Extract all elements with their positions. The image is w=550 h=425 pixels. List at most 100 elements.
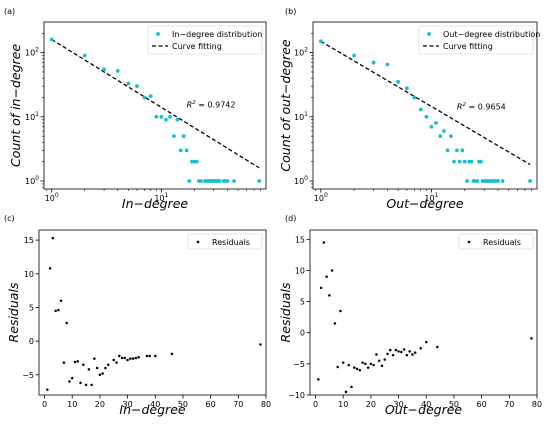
data-point bbox=[380, 364, 384, 367]
y-tick-label: 15 bbox=[295, 235, 305, 244]
data-point bbox=[408, 350, 411, 353]
data-point bbox=[118, 354, 121, 358]
data-point bbox=[126, 358, 129, 362]
x-tick-label: 30 bbox=[122, 400, 132, 409]
data-point bbox=[90, 383, 93, 387]
data-point bbox=[462, 159, 467, 164]
data-point bbox=[530, 337, 533, 340]
data-point bbox=[184, 148, 189, 153]
data-point bbox=[123, 356, 127, 360]
legend-box bbox=[187, 233, 263, 250]
data-point bbox=[73, 360, 77, 364]
data-point bbox=[469, 159, 474, 164]
data-point bbox=[394, 348, 398, 352]
data-point bbox=[412, 95, 417, 100]
legend-entry-label: Residuals bbox=[212, 238, 250, 247]
y-tick-label: 5 bbox=[29, 303, 34, 312]
data-point bbox=[70, 376, 74, 380]
data-point bbox=[397, 350, 400, 353]
data-point bbox=[217, 179, 222, 183]
data-point bbox=[364, 362, 367, 366]
y-tick-label: 10 bbox=[295, 266, 305, 275]
data-point bbox=[106, 363, 110, 366]
legend-entry-label: Out−degree distribution bbox=[443, 30, 540, 39]
data-point bbox=[135, 84, 139, 89]
data-point bbox=[330, 269, 334, 272]
data-point bbox=[82, 363, 85, 366]
axes-frame bbox=[309, 229, 538, 396]
data-point bbox=[178, 148, 183, 153]
data-point bbox=[49, 37, 54, 42]
data-point bbox=[419, 347, 422, 350]
data-point bbox=[98, 373, 102, 377]
data-point bbox=[129, 357, 132, 360]
y-tick-label: −5 bbox=[293, 360, 305, 369]
data-point bbox=[460, 148, 465, 153]
data-point bbox=[369, 362, 373, 366]
x-tick-label: 60 bbox=[477, 400, 487, 409]
y-axis-label: Residuals bbox=[6, 282, 21, 342]
data-point bbox=[436, 345, 439, 349]
data-point bbox=[115, 361, 118, 364]
data-point bbox=[500, 179, 505, 183]
x-tick-label: 10 bbox=[67, 400, 77, 409]
legend-box bbox=[418, 25, 534, 55]
x-tick-label: 0 bbox=[313, 400, 318, 409]
legend-entry-label: Curve fitting bbox=[443, 42, 493, 51]
data-point bbox=[199, 179, 203, 183]
y-tick-label: 5 bbox=[300, 298, 305, 307]
data-point bbox=[46, 388, 49, 391]
data-point bbox=[62, 361, 66, 364]
data-point bbox=[457, 159, 462, 164]
fit-line bbox=[320, 40, 531, 166]
data-point bbox=[402, 348, 406, 351]
data-point bbox=[396, 79, 401, 84]
x-tick-label: 20 bbox=[95, 400, 105, 409]
y-tick-label: 0 bbox=[300, 329, 305, 338]
data-point bbox=[344, 390, 348, 394]
x-axis-label: In−degree bbox=[119, 402, 185, 417]
data-point bbox=[171, 134, 176, 139]
chart-panel-b: (b) 100 101 100 101 102 Out−degree Count of out… bbox=[278, 7, 540, 211]
panel-label: (c) bbox=[4, 214, 15, 223]
x-tick-label: 40 bbox=[150, 400, 160, 409]
data-point bbox=[187, 179, 192, 183]
legend-marker bbox=[196, 240, 200, 244]
legend-box bbox=[458, 233, 534, 250]
legend: Residuals bbox=[187, 233, 263, 250]
data-point bbox=[496, 179, 500, 183]
data-point bbox=[318, 39, 323, 44]
y-tick-label: 101 bbox=[294, 111, 308, 122]
data-point bbox=[405, 353, 409, 357]
data-point bbox=[48, 267, 52, 270]
x-tick-label: 100 bbox=[314, 192, 328, 203]
legend-marker bbox=[467, 240, 471, 244]
data-point bbox=[76, 360, 80, 363]
data-point bbox=[232, 179, 236, 183]
data-point bbox=[120, 356, 124, 360]
x-tick-label: 101 bbox=[424, 192, 438, 203]
data-point bbox=[126, 81, 131, 86]
data-point bbox=[68, 380, 71, 383]
x-axis-label: Out−degree bbox=[385, 402, 463, 417]
data-point bbox=[51, 236, 55, 240]
y-tick-label: 0 bbox=[29, 337, 34, 346]
data-point bbox=[142, 95, 147, 100]
data-point bbox=[54, 309, 57, 313]
panel-label: (b) bbox=[285, 7, 296, 16]
y-tick-label: 101 bbox=[25, 111, 39, 122]
data-point bbox=[168, 114, 172, 119]
data-point bbox=[372, 363, 375, 367]
legend-marker bbox=[156, 32, 160, 36]
data-point bbox=[404, 86, 409, 91]
x-tick-label: 50 bbox=[178, 400, 188, 409]
panel-label: (d) bbox=[285, 214, 296, 223]
x-tick-label: 70 bbox=[504, 400, 514, 409]
data-point bbox=[65, 321, 68, 325]
data-point bbox=[479, 159, 483, 164]
data-point bbox=[386, 352, 389, 356]
data-point bbox=[101, 372, 104, 375]
data-point bbox=[59, 299, 63, 302]
data-point bbox=[341, 361, 345, 364]
